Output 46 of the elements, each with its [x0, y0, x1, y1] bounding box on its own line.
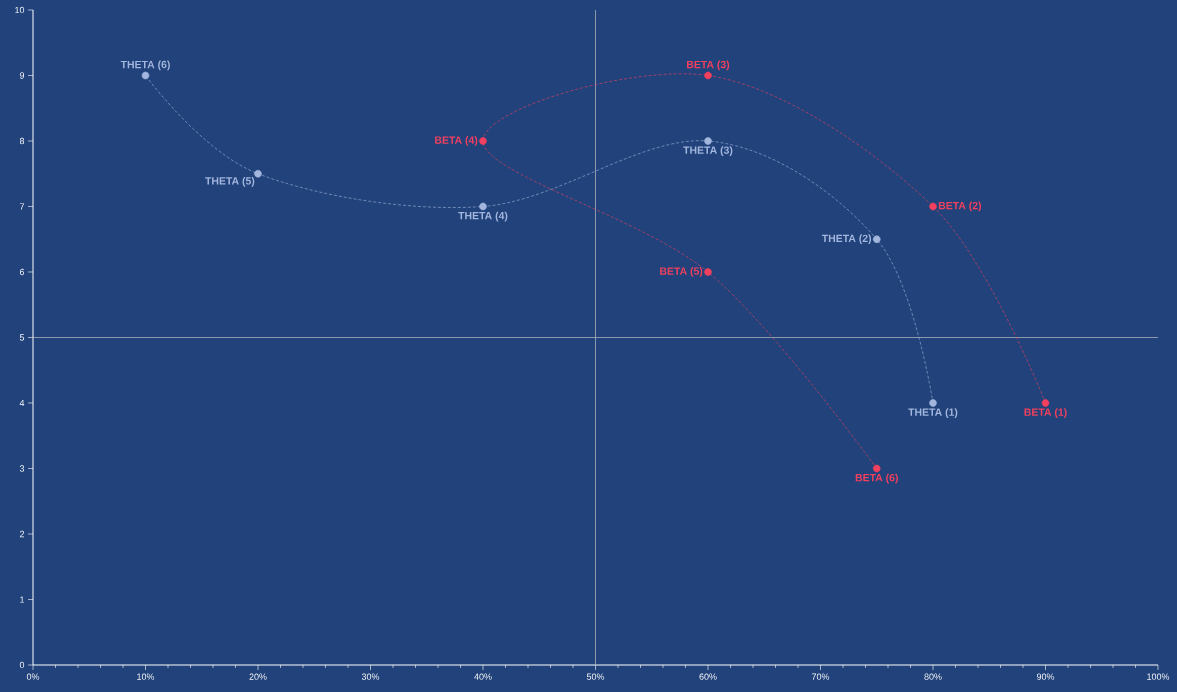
x-tick-label: 20% — [249, 673, 267, 680]
y-tick-label: 5 — [19, 334, 25, 341]
x-tick-label: 60% — [699, 673, 717, 680]
annotation: THETA (5) — [205, 176, 255, 187]
x-tick-label: 0% — [26, 673, 40, 680]
annotation: BETA (3) — [687, 60, 730, 71]
annotation: BETA (5) — [660, 267, 703, 277]
point — [704, 268, 712, 276]
y-tick-label: 9 — [19, 72, 25, 79]
x-tick-label: 40% — [474, 673, 492, 680]
point — [872, 464, 881, 473]
annotation: BETA (4) — [435, 136, 478, 146]
y-tick-label: 7 — [19, 203, 25, 210]
point — [929, 399, 937, 407]
annotation: THETA (6) — [120, 60, 170, 71]
x-tick-label: 70% — [811, 673, 830, 680]
annotation: THETA (1) — [908, 408, 958, 418]
y-tick-label: 1 — [20, 596, 25, 603]
point — [872, 235, 881, 244]
y-tick-label: 0 — [19, 661, 25, 669]
y-tick-label: 6 — [19, 268, 25, 276]
x-tick-label: 10% — [137, 673, 155, 680]
point — [479, 137, 487, 145]
annotation: BETA (6) — [855, 473, 898, 484]
annotation: THETA (4) — [458, 211, 508, 222]
point — [929, 202, 937, 211]
y-tick-label: 4 — [19, 399, 25, 407]
point — [254, 169, 262, 178]
x-tick-label: 100% — [1147, 673, 1170, 680]
y-tick-label: 8 — [19, 137, 25, 145]
x-tick-label: 90% — [1036, 673, 1055, 680]
annotation: THETA (2) — [821, 234, 872, 245]
y-tick-label: 2 — [19, 530, 25, 538]
point — [1041, 399, 1050, 407]
annotation: BETA (2) — [938, 201, 982, 212]
annotation: THETA (3) — [683, 146, 733, 156]
x-tick-label: 80% — [924, 673, 942, 680]
x-tick-label: 50% — [586, 673, 605, 680]
point — [704, 71, 712, 80]
annotation: BETA (1) — [1024, 408, 1067, 418]
point — [141, 71, 150, 80]
point — [479, 202, 487, 211]
x-tick-label: 30% — [361, 673, 380, 680]
y-tick-label: 10 — [15, 6, 25, 14]
point — [704, 137, 712, 145]
y-tick-label: 3 — [19, 465, 25, 472]
